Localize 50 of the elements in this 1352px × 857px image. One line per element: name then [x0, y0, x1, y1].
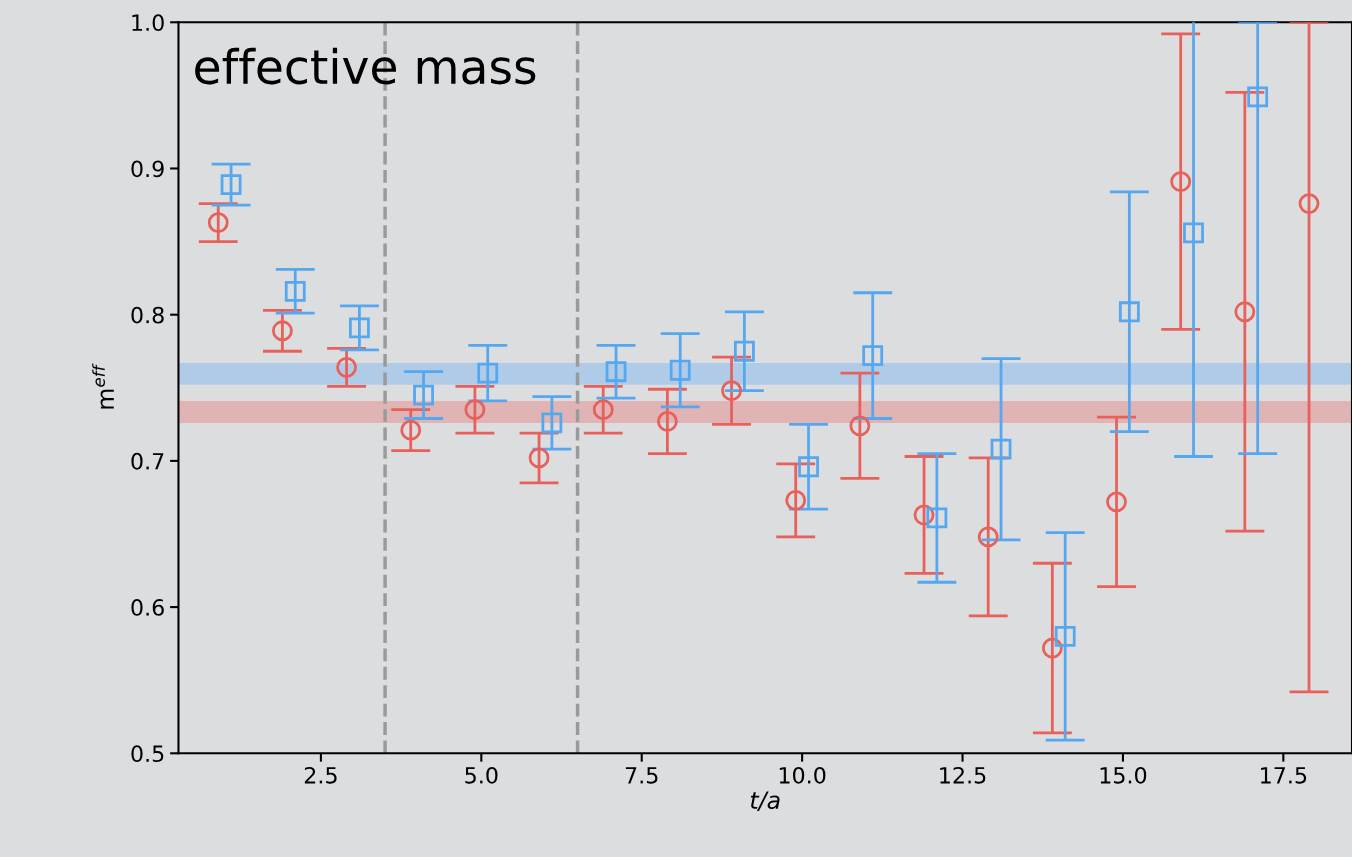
- point: [1298, 193, 1320, 214]
- point: [798, 456, 819, 478]
- point: [862, 345, 884, 367]
- point: [669, 359, 691, 381]
- point: [413, 384, 434, 406]
- x-tick-label: 5.0: [465, 766, 498, 784]
- point: [1054, 625, 1076, 647]
- point: [733, 340, 755, 362]
- point: [336, 356, 357, 378]
- y-tick-label: 0.9: [131, 160, 164, 178]
- point: [849, 415, 871, 437]
- x-tick-label: 12.5: [940, 766, 986, 784]
- point: [400, 419, 422, 441]
- y-tick-label: 1.0: [132, 14, 164, 32]
- point: [1183, 222, 1204, 244]
- point: [284, 280, 306, 302]
- point: [207, 212, 229, 233]
- x-tick-label: 17.5: [1261, 767, 1307, 784]
- x-tick-label: 10.0: [779, 766, 826, 784]
- x-axis-title: t/a: [750, 791, 780, 811]
- point: [926, 507, 948, 529]
- point: [785, 489, 807, 511]
- chart-title: effective mass: [195, 47, 536, 85]
- y-tick-label: 0.8: [131, 306, 164, 324]
- x-tick-label: 2.5: [304, 766, 337, 784]
- point: [1234, 301, 1256, 323]
- point: [605, 361, 627, 383]
- point: [1118, 301, 1140, 323]
- point: [477, 362, 499, 384]
- point: [977, 526, 999, 548]
- y-tick-label: 0.6: [131, 599, 164, 616]
- point: [271, 320, 293, 342]
- point: [541, 412, 563, 434]
- point: [1041, 637, 1063, 659]
- y-axis-title: m$^{eff}$: [92, 363, 114, 409]
- point: [220, 174, 242, 195]
- y-tick-label: 0.5: [131, 745, 164, 763]
- point: [721, 380, 742, 402]
- x-tick-label: 15.0: [1100, 766, 1147, 784]
- point: [464, 399, 486, 421]
- point: [1170, 171, 1192, 193]
- point: [656, 411, 678, 432]
- point: [348, 317, 370, 339]
- point: [990, 438, 1012, 460]
- x-tick-label: 7.5: [625, 767, 658, 784]
- y-tick-label: 0.7: [131, 452, 164, 470]
- point: [592, 399, 614, 421]
- point: [528, 447, 550, 469]
- point: [1247, 86, 1269, 108]
- point: [1106, 491, 1127, 513]
